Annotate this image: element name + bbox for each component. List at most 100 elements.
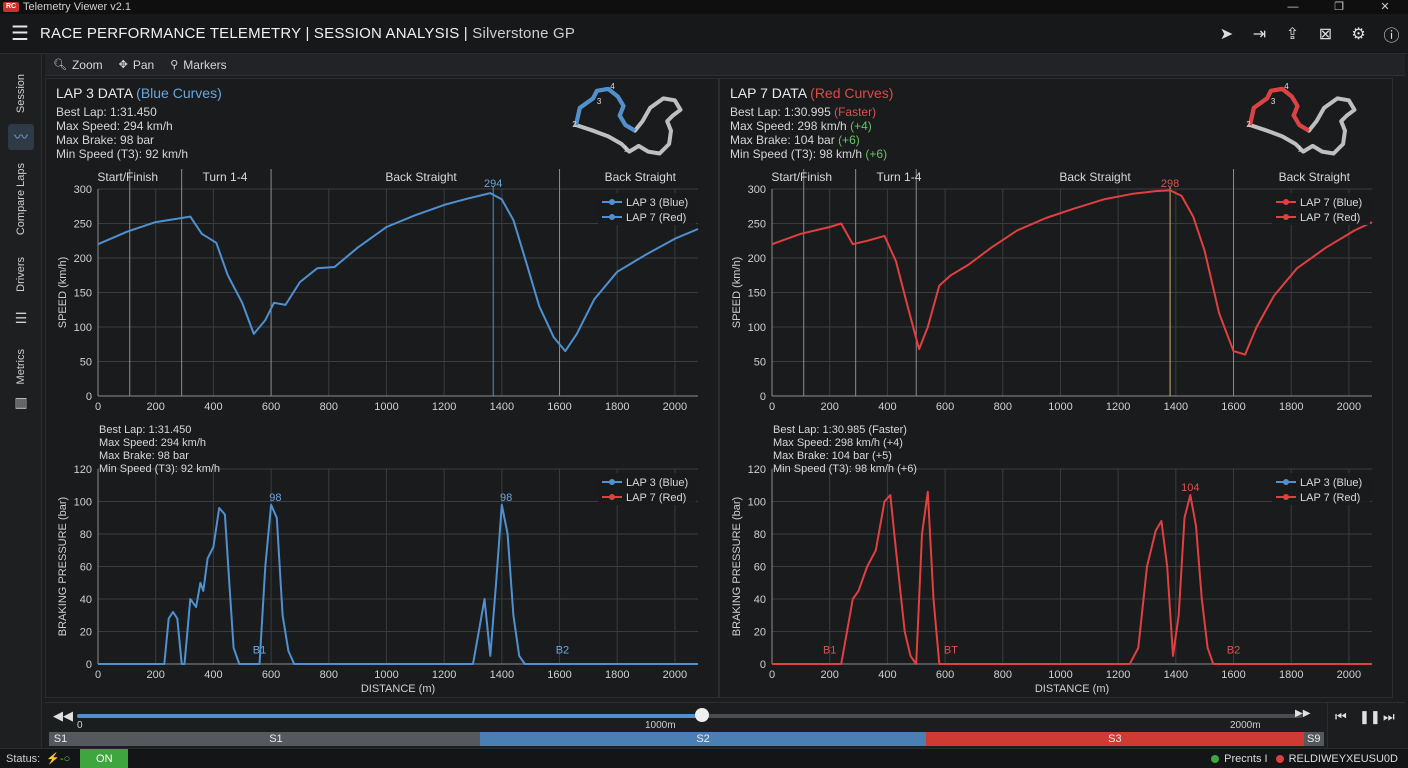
y-tick-label: 0	[760, 659, 766, 671]
sector-segment[interactable]: S2	[479, 732, 927, 746]
x-tick-label: 200	[147, 401, 165, 413]
sidebar: Session 〰 Compare Laps Drivers ☰ Metrics…	[0, 54, 42, 748]
track-turn-label: 2	[572, 120, 577, 129]
y-tick-label: 0	[86, 659, 92, 671]
y-tick-label: 40	[754, 594, 766, 606]
x-tick-label: 400	[204, 669, 222, 681]
legend-dot	[1283, 214, 1289, 220]
sector-segment[interactable]: S1	[49, 732, 72, 746]
move-icon: ✥	[118, 59, 128, 71]
header-tools: ➤ ⇥ ⇪ ⊠ ⚙ ⓘ	[1210, 14, 1408, 54]
sector-segment[interactable]: S9	[1303, 732, 1324, 746]
title-main: RACE PERFORMANCE TELEMETRY | SESSION ANA…	[40, 25, 468, 42]
series-line	[97, 192, 699, 353]
y-tick-label: 250	[748, 219, 766, 231]
y-tick-label: 300	[74, 184, 92, 196]
markers-tool[interactable]: ⚲ Markers	[170, 58, 226, 72]
y-tick-label: 0	[760, 391, 766, 403]
stat-delta: (+6)	[865, 147, 888, 161]
sidebar-item-metrics[interactable]: Metrics	[0, 342, 42, 392]
stat-delta: (+4)	[850, 119, 872, 133]
section-label: Back Straight	[385, 170, 457, 184]
telemetry-icon: 〰	[8, 124, 34, 150]
timeline-label-mid: 1000m	[645, 720, 676, 731]
pan-tool[interactable]: ✥ Pan	[119, 58, 155, 72]
track-turn-label: 4	[610, 82, 615, 91]
marker-label: B1	[253, 645, 266, 657]
y-tick-label: 0	[86, 391, 92, 403]
marker-label: 98	[269, 492, 281, 504]
legend-label: LAP 7 (Blue)	[1300, 197, 1362, 209]
y-tick-label: 20	[80, 627, 92, 639]
fullscreen-icon[interactable]: ⊠	[1318, 26, 1333, 43]
sector-segment[interactable]: S3	[926, 732, 1304, 746]
marker-label: BT	[944, 645, 958, 657]
menu-icon[interactable]: ☰	[11, 23, 29, 45]
x-tick-label: 1200	[432, 401, 456, 413]
connection-icon: ⚡-○	[46, 753, 71, 765]
stat-min-speed: Min Speed (T3): 98 km/h (+6)	[730, 147, 887, 161]
skip-forward-icon[interactable]: ⏭	[1383, 709, 1395, 724]
timeline-scrubber[interactable]	[694, 708, 709, 722]
markers-label: Markers	[183, 57, 227, 72]
x-tick-label: 2000	[663, 401, 687, 413]
cursor-icon[interactable]: ➤	[1219, 26, 1234, 43]
legend-dot	[609, 479, 615, 485]
minimize-button[interactable]: —	[1287, 1, 1299, 13]
section-label: Start/Finish	[771, 170, 832, 184]
info-icon[interactable]: ⓘ	[1383, 28, 1400, 45]
x-tick-label: 1600	[1221, 401, 1245, 413]
rewind-icon[interactable]: ◀◀	[53, 708, 73, 723]
y-tick-label: 80	[754, 529, 766, 541]
x-tick-label: 600	[262, 401, 280, 413]
annotation-line: Max Speed: 298 km/h (+4)	[773, 437, 903, 449]
x-axis-label: DISTANCE (m)	[1035, 683, 1109, 695]
y-tick-label: 20	[754, 627, 766, 639]
zoom-tool[interactable]: 🔍︎ Zoom	[53, 58, 103, 72]
fast-forward-icon[interactable]: ▶▶	[1295, 708, 1311, 719]
pin-icon: ⚲	[170, 59, 179, 71]
panel-title-text: LAP 7 DATA	[730, 85, 807, 101]
export-icon[interactable]: ⇥	[1252, 26, 1267, 43]
x-tick-label: 600	[936, 669, 954, 681]
sidebar-item-compare-laps[interactable]: Compare Laps	[0, 159, 42, 239]
legend-dot	[609, 199, 615, 205]
skip-back-icon[interactable]: ⏮	[1335, 709, 1347, 724]
x-tick-label: 2000	[663, 669, 687, 681]
x-tick-label: 1200	[1106, 669, 1130, 681]
x-tick-label: 2000	[1337, 401, 1361, 413]
y-axis-label: BRAKING PRESSURE (bar)	[57, 497, 69, 636]
marker-label: B1	[823, 645, 836, 657]
timeline-track[interactable]	[77, 714, 1302, 718]
marker-label: B2	[1227, 645, 1240, 657]
sidebar-item-bars[interactable]: ▥	[0, 390, 42, 414]
x-tick-label: 800	[994, 669, 1012, 681]
x-tick-label: 1800	[1279, 401, 1303, 413]
x-tick-label: 1800	[1279, 669, 1303, 681]
y-tick-label: 300	[748, 184, 766, 196]
maximize-button[interactable]: ❐	[1334, 1, 1344, 13]
marker-label: B2	[556, 645, 569, 657]
stat-max-speed: Max Speed: 298 km/h (+4)	[730, 119, 887, 133]
status-on-badge[interactable]: ON	[80, 748, 129, 768]
sidebar-item-session[interactable]: Session	[0, 64, 42, 124]
zoom-label: Zoom	[71, 57, 103, 72]
sidebar-item-drivers[interactable]: Drivers	[0, 249, 42, 299]
upload-icon[interactable]: ⇪	[1285, 26, 1300, 43]
chart-toolbar: 🔍︎ Zoom ✥ Pan ⚲ Markers	[45, 54, 1405, 76]
sidebar-item-filters[interactable]: ☰	[0, 306, 42, 330]
sidebar-item-telemetry[interactable]: 〰	[0, 122, 42, 152]
annotation-line: Min Speed (T3): 92 km/h	[99, 463, 220, 475]
annotation-line: Max Speed: 294 km/h	[99, 437, 206, 449]
stat-value: Min Speed (T3): 98 km/h	[730, 147, 863, 161]
settings-icon[interactable]: ⚙	[1351, 26, 1366, 43]
pause-icon[interactable]: ❚❚	[1359, 709, 1381, 724]
close-button[interactable]: ✕	[1380, 1, 1390, 13]
x-tick-label: 1400	[490, 401, 514, 413]
x-tick-label: 1400	[1164, 401, 1188, 413]
section-label: Back Straight	[605, 170, 677, 184]
sector-segment[interactable]: S1	[71, 732, 480, 746]
